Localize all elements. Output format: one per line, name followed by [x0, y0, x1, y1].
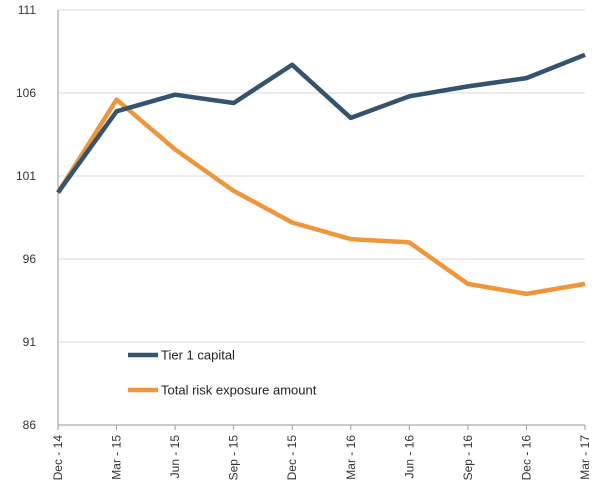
y-tick-label: 91	[23, 335, 37, 349]
axes	[57, 10, 586, 430]
y-tick-label: 106	[16, 86, 36, 100]
legend: Tier 1 capital Total risk exposure amount	[128, 348, 317, 398]
legend-label: Tier 1 capital	[161, 348, 235, 363]
x-tick-label: Mar - 15	[110, 435, 124, 480]
x-tick-label: Dec - 16	[519, 435, 533, 481]
legend-label: Total risk exposure amount	[161, 383, 317, 398]
series-line	[56, 97, 586, 297]
x-tick-label: Mar - 16	[344, 435, 358, 480]
y-tick-label: 111	[18, 3, 37, 17]
x-tick-label: Jun - 16	[402, 435, 416, 479]
x-tick-label: Sep - 15	[227, 435, 241, 481]
x-tick-label: Jun - 15	[168, 435, 182, 479]
y-tick-labels: 86 91 96 101 106 111	[16, 3, 36, 432]
y-tick-label: 101	[16, 169, 36, 183]
x-tick-label: Sep - 16	[461, 435, 475, 481]
series-lines	[56, 52, 586, 297]
gridlines	[58, 9, 585, 426]
x-tick-label: Dec - 14	[51, 435, 65, 481]
x-tick-labels: Dec - 14 Mar - 15 Jun - 15 Sep - 15 Dec - 15…	[51, 435, 592, 481]
y-tick-label: 96	[23, 252, 37, 266]
series-line	[56, 52, 586, 194]
y-tick-label: 86	[23, 418, 37, 432]
x-tick-label: Dec - 15	[285, 435, 299, 481]
x-tick-label: Mar - 17	[578, 435, 592, 480]
